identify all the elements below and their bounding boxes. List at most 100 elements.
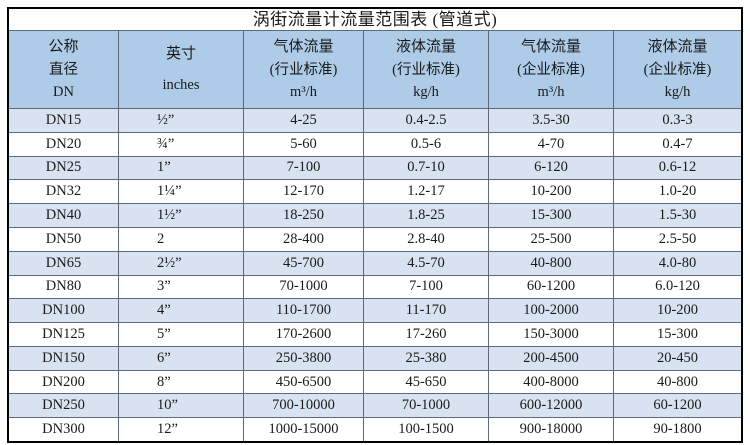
cell-gas-enterprise: 4-70: [488, 131, 613, 156]
header-line: m³/h: [537, 83, 565, 100]
cell-inches: 12”: [118, 417, 243, 441]
header-line: (行业标准): [269, 61, 338, 78]
header-line: m³/h: [290, 83, 317, 100]
cell-gas-industry: 28-400: [243, 226, 363, 251]
cell-liquid-enterprise: 6.0-120: [613, 274, 741, 299]
cell-liquid-enterprise: 2.5-50: [613, 226, 741, 251]
cell-dn: DN20: [9, 131, 118, 156]
column-header-dn: 公称 直径 DN: [9, 30, 118, 108]
cell-inches: 5”: [118, 322, 243, 346]
cell-inches: 3”: [118, 274, 243, 299]
cell-liquid-industry: 45-650: [363, 369, 488, 394]
cell-inches: 1”: [118, 155, 243, 180]
cell-inches: 8”: [118, 369, 243, 394]
cell-gas-industry: 70-1000: [243, 274, 363, 299]
cell-dn: DN15: [9, 108, 118, 132]
cell-liquid-industry: 7-100: [363, 274, 488, 299]
cell-liquid-industry: 2.8-40: [363, 226, 488, 251]
cell-gas-industry: 250-3800: [243, 345, 363, 370]
cell-inches: 6”: [118, 345, 243, 370]
cell-gas-enterprise: 150-3000: [488, 322, 613, 346]
header-line: 气体流量: [273, 39, 334, 55]
cell-gas-industry: 170-2600: [243, 322, 363, 346]
header-line: 气体流量: [520, 39, 581, 55]
column-header-gas-enterprise: 气体流量 (企业标准) m³/h: [488, 30, 613, 108]
cell-liquid-enterprise: 10-200: [613, 298, 741, 323]
cell-gas-enterprise: 200-4500: [488, 345, 613, 370]
cell-gas-enterprise: 60-1200: [488, 274, 613, 299]
cell-dn: DN125: [9, 322, 118, 346]
cell-gas-enterprise: 400-8000: [488, 369, 613, 394]
cell-inches: 2½”: [118, 250, 243, 275]
cell-dn: DN100: [9, 298, 118, 323]
cell-liquid-industry: 1.8-25: [363, 203, 488, 227]
cell-liquid-enterprise: 15-300: [613, 322, 741, 346]
cell-gas-industry: 5-60: [243, 131, 363, 156]
cell-gas-industry: 110-1700: [243, 298, 363, 323]
cell-dn: DN32: [9, 179, 118, 204]
cell-liquid-industry: 0.5-6: [363, 131, 488, 156]
cell-gas-industry: 7-100: [243, 155, 363, 180]
table-grid: 公称 直径 DN 英寸 inches 气体流量 (行业标准) m³/h 液体流量 (行业标准) kg…: [9, 30, 741, 441]
table-title: 涡街流量计流量范围表 (管道式): [9, 9, 741, 30]
cell-gas-industry: 450-6500: [243, 369, 363, 394]
cell-gas-enterprise: 100-2000: [488, 298, 613, 323]
cell-inches: 4”: [118, 298, 243, 323]
cell-dn: DN200: [9, 369, 118, 394]
cell-gas-enterprise: 600-12000: [488, 393, 613, 418]
cell-liquid-industry: 0.7-10: [363, 155, 488, 180]
cell-inches: 2: [118, 226, 243, 251]
cell-liquid-enterprise: 60-1200: [613, 393, 741, 418]
cell-liquid-enterprise: 0.4-7: [613, 131, 741, 156]
cell-gas-industry: 18-250: [243, 203, 363, 227]
cell-dn: DN300: [9, 417, 118, 441]
cell-dn: DN80: [9, 274, 118, 299]
cell-liquid-industry: 25-380: [363, 345, 488, 370]
column-header-gas-industry: 气体流量 (行业标准) m³/h: [243, 30, 363, 108]
cell-gas-enterprise: 40-800: [488, 250, 613, 275]
cell-gas-enterprise: 6-120: [488, 155, 613, 180]
cell-liquid-enterprise: 1.5-30: [613, 203, 741, 227]
cell-gas-enterprise: 3.5-30: [488, 108, 613, 132]
cell-inches: 1½”: [118, 203, 243, 227]
cell-liquid-industry: 17-260: [363, 322, 488, 346]
cell-inches: ½”: [118, 108, 243, 132]
flow-range-table: 涡街流量计流量范围表 (管道式) 公称 直径 DN 英寸 inches 气体流量 (行业标准…: [7, 7, 743, 443]
cell-liquid-industry: 0.4-2.5: [363, 108, 488, 132]
cell-dn: DN50: [9, 226, 118, 251]
cell-liquid-enterprise: 90-1800: [613, 417, 741, 441]
cell-liquid-industry: 100-1500: [363, 417, 488, 441]
cell-liquid-industry: 4.5-70: [363, 250, 488, 275]
cell-liquid-industry: 11-170: [363, 298, 488, 323]
cell-gas-industry: 45-700: [243, 250, 363, 275]
header-line: kg/h: [413, 83, 439, 100]
cell-liquid-enterprise: 40-800: [613, 369, 741, 394]
column-header-liquid-industry: 液体流量 (行业标准) kg/h: [363, 30, 488, 108]
header-line: inches: [162, 76, 200, 93]
header-line: (行业标准): [392, 61, 460, 78]
cell-inches: ¾”: [118, 131, 243, 156]
cell-gas-enterprise: 900-18000: [488, 417, 613, 441]
header-line: 液体流量: [647, 39, 708, 55]
cell-liquid-enterprise: 20-450: [613, 345, 741, 370]
cell-gas-enterprise: 25-500: [488, 226, 613, 251]
cell-gas-industry: 1000-15000: [243, 417, 363, 441]
cell-gas-enterprise: 10-200: [488, 179, 613, 204]
cell-liquid-industry: 70-1000: [363, 393, 488, 418]
cell-inches: 10”: [118, 393, 243, 418]
header-line: (企业标准): [643, 61, 712, 78]
header-line: (企业标准): [517, 61, 585, 78]
column-header-liquid-enterprise: 液体流量 (企业标准) kg/h: [613, 30, 741, 108]
cell-inches: 1¼”: [118, 179, 243, 204]
cell-liquid-enterprise: 0.3-3: [613, 108, 741, 132]
header-line: 液体流量: [395, 39, 456, 55]
cell-dn: DN40: [9, 203, 118, 227]
header-line: 公称: [48, 39, 79, 55]
cell-dn: DN25: [9, 155, 118, 180]
cell-gas-industry: 12-170: [243, 179, 363, 204]
cell-dn: DN250: [9, 393, 118, 418]
cell-gas-enterprise: 15-300: [488, 203, 613, 227]
cell-liquid-enterprise: 1.0-20: [613, 179, 741, 204]
cell-gas-industry: 4-25: [243, 108, 363, 132]
cell-liquid-enterprise: 4.0-80: [613, 250, 741, 275]
